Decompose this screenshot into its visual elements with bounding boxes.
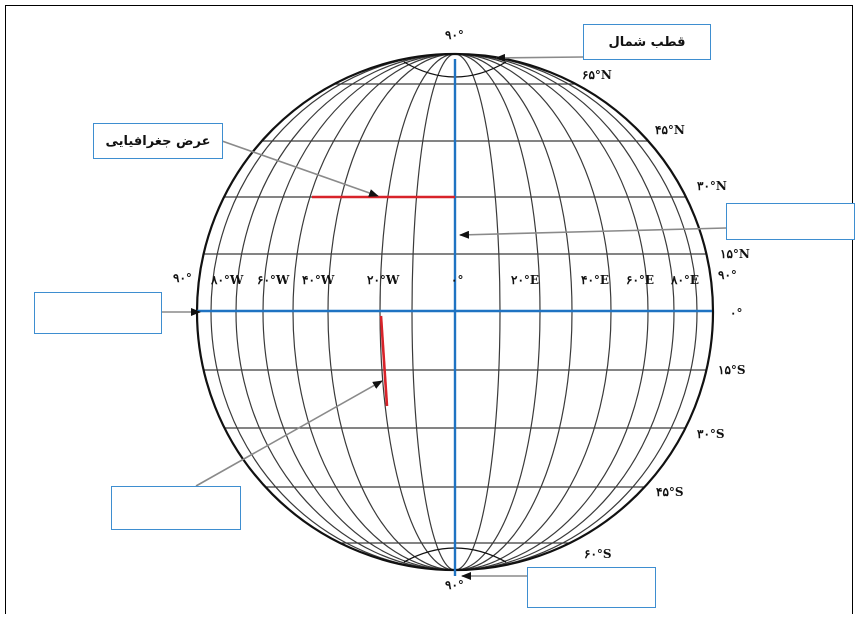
latitude-label-30s: ۳۰°S: [697, 427, 725, 441]
prime-meridian-arrow: [459, 227, 727, 239]
north-pole-label: قطب شمال: [608, 34, 686, 50]
latitude-label-box: عرض جغرافیایی: [93, 123, 223, 159]
longitude-arrow: [195, 380, 383, 487]
blank-answer-box-south-pole[interactable]: [527, 567, 656, 608]
west-edge-degree: ۹۰°: [173, 271, 192, 285]
prime-zero-degree: ۰°: [451, 273, 464, 287]
top-pole-degree: ۹۰°: [445, 28, 464, 42]
latitude-label-65n: ۶۵°N: [582, 68, 612, 82]
longitude-label-20w: ۲۰°W: [367, 273, 400, 287]
blank-answer-box-prime-meridian[interactable]: [726, 203, 855, 240]
latitude-label-15n: ۱۵°N: [720, 247, 750, 261]
longitude-label-40e: ۴۰°E: [581, 273, 610, 287]
north-pole-arrow: [495, 53, 584, 62]
longitude-highlight-line: [379, 315, 389, 407]
page-frame: [5, 5, 853, 614]
blank-answer-box-longitude[interactable]: [111, 486, 241, 530]
latitude-label-15s: ۱۵°S: [718, 363, 746, 377]
equator-zero-degree: ۰°: [730, 306, 743, 320]
latitude-label-45s: ۴۵°S: [656, 485, 684, 499]
latitude-label: عرض جغرافیایی: [105, 133, 211, 149]
latitude-arrow: [221, 140, 379, 197]
east-edge-degree: ۹۰°: [718, 268, 737, 282]
latitude-label-45n: ۴۵°N: [655, 123, 685, 137]
latitude-label-30n: ۳۰°N: [697, 179, 727, 193]
longitude-label-80e: ۸۰°E: [671, 273, 700, 287]
longitude-label-60w: ۶۰°W: [257, 273, 290, 287]
latitude-label-60s: ۶۰°S: [584, 547, 612, 561]
blank-answer-box-equator[interactable]: [34, 292, 162, 334]
bottom-pole-degree: ۹۰°: [445, 578, 464, 592]
longitude-label-40w: ۴۰°W: [302, 273, 335, 287]
north-pole-label-box: قطب شمال: [583, 24, 711, 60]
longitude-label-20e: ۲۰°E: [511, 273, 540, 287]
longitude-label-80w: ۸۰°W: [211, 273, 244, 287]
longitude-label-60e: ۶۰°E: [626, 273, 655, 287]
